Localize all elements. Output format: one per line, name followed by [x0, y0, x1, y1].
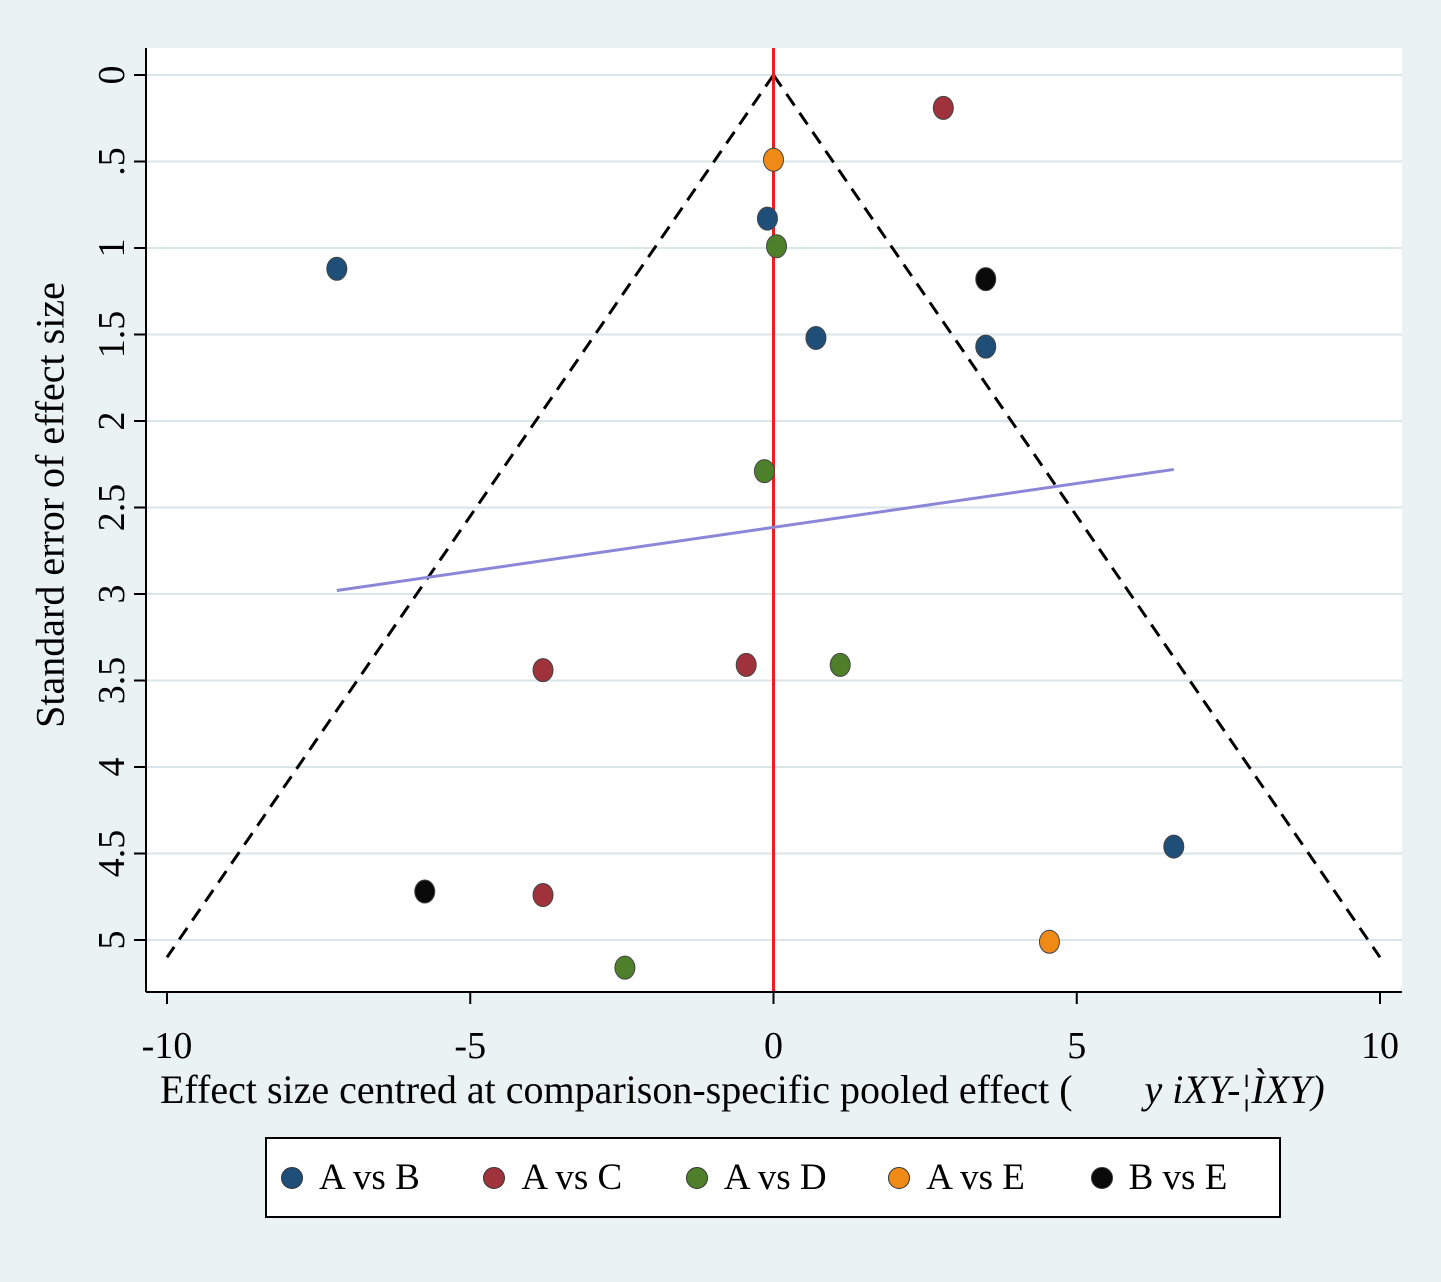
point-b-vs-e-1 — [414, 879, 436, 904]
legend-label-b-vs-e: B vs E — [1128, 1157, 1228, 1198]
point-a-vs-b-2 — [805, 325, 827, 350]
point-a-vs-d-0 — [766, 234, 788, 259]
y-tick-label-3: 1.5 — [91, 311, 133, 359]
y-tick-label-9: 4.5 — [91, 830, 133, 878]
point-a-vs-b-1 — [756, 206, 778, 231]
regression-trend-line — [336, 467, 1175, 593]
legend-item-a-vs-e: A vs E — [888, 1156, 1076, 1199]
x-tick-label-1: -5 — [454, 1025, 486, 1067]
point-a-vs-c-0 — [932, 95, 954, 120]
x-axis-ticks: -10 -5 0 5 10 — [142, 992, 1399, 1067]
legend-marker-a-vs-c — [483, 1166, 506, 1189]
legend-label-a-vs-b: A vs B — [319, 1157, 420, 1198]
x-axis-label-text: Effect size centred at comparison-specif… — [160, 1067, 1073, 1112]
funnel-lines — [165, 74, 1382, 959]
legend-label-a-vs-d: A vs D — [723, 1157, 827, 1198]
y-tick-label-10: 5 — [91, 931, 133, 950]
point-a-vs-b-3 — [975, 334, 997, 359]
y-tick-label-7: 3.5 — [91, 657, 133, 705]
funnel-right-line — [772, 74, 1382, 959]
x-tick-label-3: 5 — [1067, 1025, 1086, 1067]
y-tick-label-0: 0 — [91, 66, 133, 85]
y-tick-label-2: 1 — [91, 239, 133, 258]
point-b-vs-e-0 — [975, 267, 997, 292]
point-a-vs-c-3 — [532, 883, 554, 908]
point-a-vs-d-2 — [829, 652, 851, 677]
x-tick-label-2: 0 — [764, 1025, 783, 1067]
y-axis-ticks: 0 .5 1 1.5 2 2.5 3 3.5 4 4.5 5 — [91, 66, 146, 950]
point-a-vs-e-0 — [763, 147, 784, 172]
y-axis-label: Standard error of effect size — [27, 282, 73, 728]
legend-item-a-vs-b: A vs B — [281, 1156, 469, 1199]
legend-label-a-vs-e: A vs E — [926, 1157, 1025, 1198]
point-a-vs-c-2 — [735, 652, 757, 677]
funnel-left-line — [165, 74, 775, 959]
y-tick-label-5: 2.5 — [91, 484, 133, 532]
legend-item-b-vs-e: B vs E — [1090, 1156, 1279, 1199]
x-tick-label-0: -10 — [142, 1025, 193, 1067]
x-tick-label-4: 10 — [1361, 1025, 1399, 1067]
point-a-vs-b-4 — [1163, 834, 1185, 859]
x-axis-label: Effect size centred at comparison-specif… — [160, 1066, 1325, 1113]
legend: A vs B A vs C A vs D A vs E B vs E — [265, 1137, 1281, 1218]
legend-item-a-vs-c: A vs C — [483, 1156, 671, 1199]
y-tick-label-6: 3 — [91, 585, 133, 604]
legend-item-a-vs-d: A vs D — [685, 1156, 874, 1199]
legend-marker-a-vs-e — [888, 1166, 911, 1189]
y-tick-label-1: .5 — [91, 147, 133, 176]
legend-label-a-vs-c: A vs C — [521, 1157, 623, 1198]
point-a-vs-e-1 — [1038, 929, 1060, 954]
point-a-vs-b-0 — [326, 256, 348, 281]
x-axis-label-math: y iXY-¦ÌXY) — [1144, 1067, 1325, 1112]
legend-marker-a-vs-d — [685, 1166, 708, 1189]
legend-marker-a-vs-b — [281, 1166, 303, 1189]
point-a-vs-d-1 — [753, 459, 775, 484]
legend-marker-b-vs-e — [1090, 1166, 1113, 1189]
y-tick-label-8: 4 — [91, 758, 133, 777]
point-a-vs-d-3 — [614, 955, 636, 980]
y-tick-label-4: 2 — [91, 412, 133, 431]
data-points — [326, 95, 1185, 980]
point-a-vs-c-1 — [532, 658, 554, 683]
regression-line — [336, 467, 1175, 593]
